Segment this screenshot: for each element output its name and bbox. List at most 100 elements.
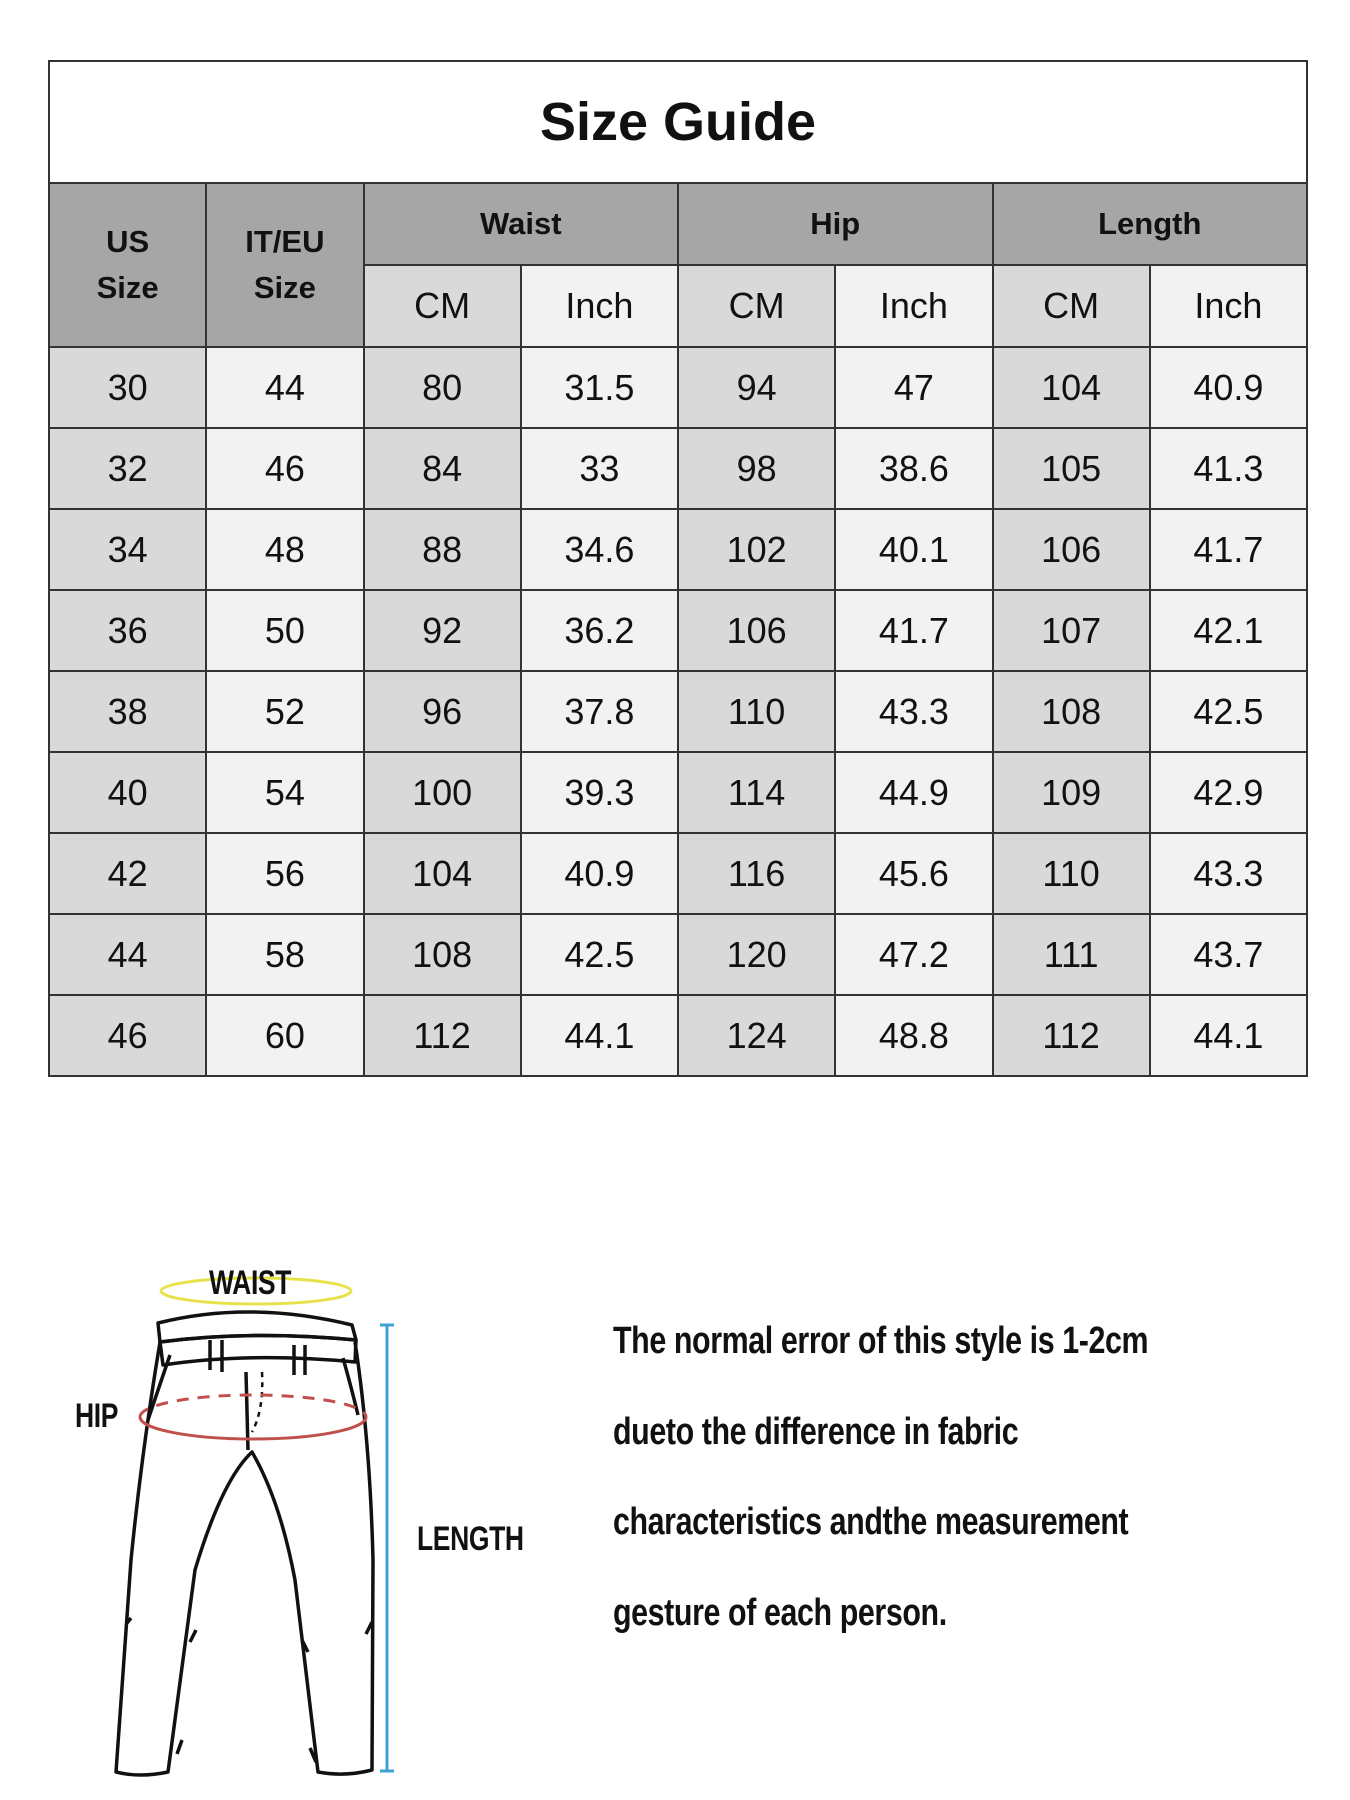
table-row: 38 52 96 37.8 110 43.3 108 42.5 bbox=[47, 670, 1309, 753]
cell-it-eu-size: 44 bbox=[205, 346, 365, 429]
unit-length-inch: Inch bbox=[1148, 264, 1309, 348]
cell-hip-inch: 38.6 bbox=[834, 427, 994, 510]
cell-hip-cm: 120 bbox=[676, 913, 837, 996]
cell-it-eu-size: 46 bbox=[205, 427, 365, 510]
cell-length-inch: 41.7 bbox=[1148, 508, 1309, 591]
cell-length-cm: 105 bbox=[991, 427, 1151, 510]
cell-hip-inch: 43.3 bbox=[834, 670, 994, 753]
cell-waist-cm: 100 bbox=[362, 751, 522, 834]
cell-length-cm: 111 bbox=[991, 913, 1151, 996]
cell-waist-inch: 36.2 bbox=[519, 589, 680, 672]
cell-length-inch: 42.1 bbox=[1148, 589, 1309, 672]
cell-waist-inch: 33 bbox=[519, 427, 680, 510]
cell-length-inch: 43.3 bbox=[1148, 832, 1309, 915]
cell-length-inch: 42.9 bbox=[1148, 751, 1309, 834]
header-us-line2: Size bbox=[96, 270, 159, 305]
cell-hip-cm: 116 bbox=[676, 832, 837, 915]
cell-length-inch: 42.5 bbox=[1148, 670, 1309, 753]
unit-hip-inch: Inch bbox=[834, 264, 994, 348]
cell-us-size: 46 bbox=[47, 994, 208, 1077]
header-us-size: US Size bbox=[47, 182, 208, 348]
header-eu-line1: IT/EU bbox=[245, 224, 325, 259]
waist-label: WAIST bbox=[209, 1264, 292, 1302]
cell-hip-cm: 94 bbox=[676, 346, 837, 429]
cell-waist-inch: 39.3 bbox=[519, 751, 680, 834]
cell-waist-inch: 37.8 bbox=[519, 670, 680, 753]
header-us-line1: US bbox=[106, 224, 150, 259]
header-hip: Hip bbox=[677, 182, 994, 266]
table-row: 30 44 80 31.5 94 47 104 40.9 bbox=[47, 346, 1309, 429]
table-row: 36 50 92 36.2 106 41.7 107 42.1 bbox=[47, 589, 1309, 672]
cell-length-cm: 106 bbox=[991, 508, 1151, 591]
cell-us-size: 44 bbox=[47, 913, 208, 996]
cell-us-size: 32 bbox=[47, 427, 208, 510]
cell-hip-inch: 47.2 bbox=[834, 913, 994, 996]
unit-length-cm: CM bbox=[991, 264, 1151, 348]
cell-hip-cm: 102 bbox=[676, 508, 837, 591]
cell-hip-inch: 41.7 bbox=[834, 589, 994, 672]
cell-hip-inch: 44.9 bbox=[834, 751, 994, 834]
cell-hip-cm: 106 bbox=[676, 589, 837, 672]
header-eu-line2: Size bbox=[253, 270, 316, 305]
cell-length-cm: 104 bbox=[991, 346, 1151, 429]
cell-hip-cm: 98 bbox=[676, 427, 837, 510]
size-guide-table: Size Guide US Size IT/EU Size Waist Hip Le… bbox=[47, 60, 1309, 1077]
cell-hip-inch: 40.1 bbox=[834, 508, 994, 591]
cell-hip-inch: 47 bbox=[834, 346, 994, 429]
hip-ellipse-back bbox=[138, 1393, 368, 1418]
cell-it-eu-size: 54 bbox=[205, 751, 365, 834]
cell-waist-cm: 80 bbox=[362, 346, 522, 429]
cell-hip-inch: 45.6 bbox=[834, 832, 994, 915]
hip-ellipse-front bbox=[138, 1416, 368, 1441]
cell-us-size: 42 bbox=[47, 832, 208, 915]
unit-hip-cm: CM bbox=[676, 264, 837, 348]
cell-waist-cm: 108 bbox=[362, 913, 522, 996]
hip-label: HIP bbox=[75, 1397, 119, 1435]
cell-waist-inch: 44.1 bbox=[519, 994, 680, 1077]
pants-outline-icon bbox=[114, 1310, 375, 1777]
cell-us-size: 36 bbox=[47, 589, 208, 672]
cell-us-size: 30 bbox=[47, 346, 208, 429]
cell-waist-inch: 34.6 bbox=[519, 508, 680, 591]
table-title: Size Guide bbox=[48, 60, 1308, 184]
cell-waist-cm: 88 bbox=[362, 508, 522, 591]
table-row: 34 48 88 34.6 102 40.1 106 41.7 bbox=[47, 508, 1309, 591]
length-measure-line bbox=[380, 1323, 394, 1773]
table-row: 46 60 112 44.1 124 48.8 112 44.1 bbox=[47, 994, 1309, 1077]
waist-ellipse bbox=[159, 1276, 353, 1306]
table-row: 44 58 108 42.5 120 47.2 111 43.7 bbox=[47, 913, 1309, 996]
cell-waist-cm: 96 bbox=[362, 670, 522, 753]
cell-it-eu-size: 58 bbox=[205, 913, 365, 996]
cell-length-cm: 108 bbox=[991, 670, 1151, 753]
cell-us-size: 34 bbox=[47, 508, 208, 591]
cell-length-cm: 109 bbox=[991, 751, 1151, 834]
cell-length-cm: 112 bbox=[991, 994, 1151, 1077]
note-line-2: dueto the difference in fabric bbox=[613, 1411, 1019, 1453]
cell-us-size: 38 bbox=[47, 670, 208, 753]
cell-it-eu-size: 50 bbox=[205, 589, 365, 672]
cell-length-cm: 107 bbox=[991, 589, 1151, 672]
note-line-4: gesture of each person. bbox=[613, 1592, 947, 1634]
cell-waist-inch: 40.9 bbox=[519, 832, 680, 915]
cell-it-eu-size: 60 bbox=[205, 994, 365, 1077]
cell-waist-cm: 92 bbox=[362, 589, 522, 672]
cell-length-inch: 40.9 bbox=[1148, 346, 1309, 429]
cell-it-eu-size: 56 bbox=[205, 832, 365, 915]
cell-length-inch: 44.1 bbox=[1148, 994, 1309, 1077]
header-it-eu-size: IT/EU Size bbox=[205, 182, 365, 348]
table-row: 42 56 104 40.9 116 45.6 110 43.3 bbox=[47, 832, 1309, 915]
cell-hip-cm: 124 bbox=[676, 994, 837, 1077]
table-row: 40 54 100 39.3 114 44.9 109 42.9 bbox=[47, 751, 1309, 834]
note-line-3: characteristics andthe measurement bbox=[613, 1501, 1129, 1543]
cell-hip-cm: 110 bbox=[676, 670, 837, 753]
cell-length-cm: 110 bbox=[991, 832, 1151, 915]
header-waist: Waist bbox=[362, 182, 679, 266]
cell-it-eu-size: 48 bbox=[205, 508, 365, 591]
cell-it-eu-size: 52 bbox=[205, 670, 365, 753]
cell-length-inch: 43.7 bbox=[1148, 913, 1309, 996]
length-label: LENGTH bbox=[417, 1520, 524, 1558]
cell-us-size: 40 bbox=[47, 751, 208, 834]
cell-length-inch: 41.3 bbox=[1148, 427, 1309, 510]
cell-waist-cm: 112 bbox=[362, 994, 522, 1077]
